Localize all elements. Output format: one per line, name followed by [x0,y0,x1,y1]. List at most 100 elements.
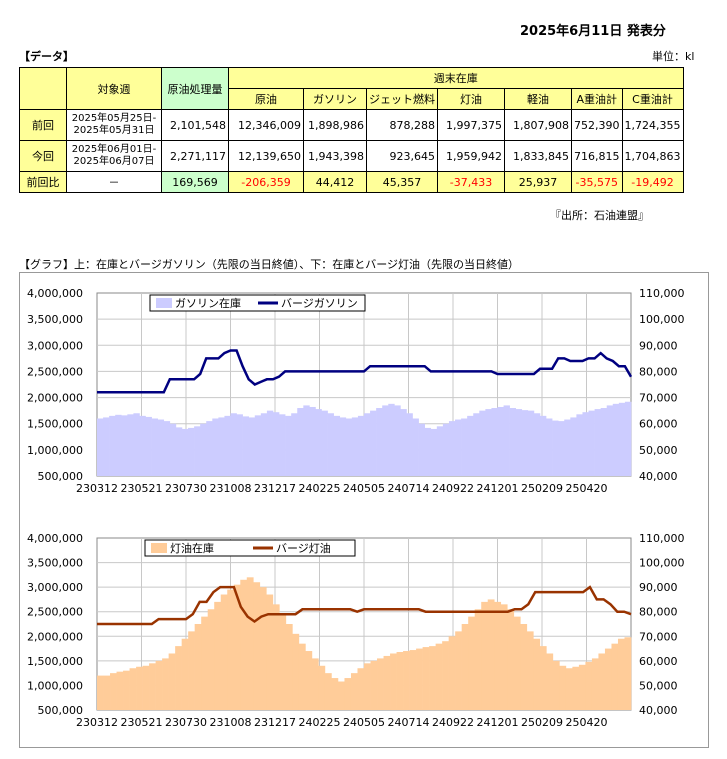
stock-diff: 45,357 [366,171,438,193]
stock-bar [285,415,292,476]
stock-value: 12,139,650 [228,140,304,172]
chart-frame: 500,000 40,000 1,000,000 50,000 1,500,000 60,… [19,272,709,748]
stock-bar [188,631,195,710]
stock-bar [259,587,267,710]
x-tick-label: 250209 [521,716,563,729]
stock-bar [507,609,515,710]
stock-bar [157,419,165,476]
stock-bar [298,643,306,710]
stock-bar [403,651,410,710]
stock-bar [481,601,489,710]
stock-bar [515,409,523,476]
stock-bar [206,421,213,476]
graph-section-label: 【グラフ】上：在庫とバージガソリン（先限の当日終値）、下：在庫とバージ灯油（先限… [19,258,520,271]
stock-bar [236,414,243,476]
stock-bar [240,579,248,710]
stock-value: 878,288 [366,109,438,141]
inventory-table: 対象週 原油処理量 週末在庫 原油 ガソリン ジェット燃料 灯油 軽油 A重油計… [19,67,684,193]
stock-bar [461,624,469,710]
header-weekend-stock: 週末在庫 [228,67,684,89]
stock-bar [233,584,241,710]
stock-diff: 44,412 [303,171,367,193]
stock-bar [315,409,322,476]
stock-bar [406,413,413,476]
stock-bar [479,410,486,476]
stock-bar [162,658,169,710]
barge-price-line [97,585,632,626]
stock-bar [350,673,358,710]
stock-bar [305,651,313,710]
y-right-tick-label: 50,000 [639,679,678,692]
stock-bar [214,601,222,710]
y-left-tick-label: 500,000 [38,470,84,483]
x-tick-label: 240505 [343,482,385,495]
stock-bar [97,675,104,710]
stock-bar [552,660,560,710]
stock-bar [383,655,391,710]
stock-bar [194,624,202,710]
y-right-tick-label: 80,000 [639,365,678,378]
stock-bar [606,405,614,476]
y-right-tick-label: 50,000 [639,444,678,457]
legend-label-barge: バージ灯油 [276,541,331,555]
stock-value: 716,815 [571,140,623,172]
x-tick-label: 231008 [210,716,252,729]
x-tick-label: 240714 [388,716,430,729]
x-tick-label: 231008 [210,482,252,495]
header-week: 対象週 [66,67,162,110]
stock-bar [266,594,274,710]
stock-bar [364,413,371,476]
stock-bar [520,624,528,710]
stock-bar [388,403,395,476]
stock-bar [546,418,553,476]
stock-bar [224,415,231,476]
stock-bar [611,643,619,710]
header-stock-col: 灯油 [437,88,505,110]
stock-bar [576,414,583,476]
stock-value: 1,807,908 [504,109,572,141]
stock-bar [455,419,462,476]
week-start: 2025年06月01日- [71,144,157,155]
stock-bar [291,413,298,476]
stock-bar [442,423,450,476]
legend-swatch-bar [151,543,167,553]
week-start: 2025年05月25日- [71,113,157,124]
stock-diff: -206,359 [228,171,304,193]
stock-bar [272,604,280,710]
stock-bar [127,414,134,476]
stock-bar [318,665,326,710]
stock-bar [364,663,371,710]
y-left-tick-label: 3,500,000 [27,313,83,326]
stock-bar [303,405,310,476]
barge-price-line [97,349,633,394]
stock-diff: -19,492 [621,171,684,193]
stock-value: 1,898,986 [303,109,367,141]
stock-bar [382,405,389,476]
y-left-tick-label: 1,000,000 [27,679,83,692]
stock-value: 1,997,375 [437,109,505,141]
stock-bar [612,403,620,476]
y-left-tick-label: 3,000,000 [27,581,83,594]
x-tick-label: 240225 [299,716,341,729]
y-right-tick-label: 90,000 [639,581,678,594]
stock-bar [539,415,547,476]
stock-bar [110,673,117,710]
stock-bar [448,421,456,476]
stock-value: 1,959,942 [437,140,505,172]
x-tick-label: 241201 [477,716,519,729]
stock-bar [212,418,219,476]
y-right-tick-label: 60,000 [639,418,678,431]
stock-bar [149,663,156,710]
stock-bar [344,678,352,710]
stock-bar [598,653,606,710]
data-section-label: 【データ】 [19,50,74,63]
stock-bar [279,414,286,476]
stock-bar [142,665,150,710]
stock-bar [145,416,152,476]
stock-bar [370,660,378,710]
stock-bar [487,599,495,710]
x-tick-label: 230312 [76,716,118,729]
stock-bar [618,402,626,476]
stock-bar [412,418,419,476]
x-tick-label: 231217 [254,482,296,495]
